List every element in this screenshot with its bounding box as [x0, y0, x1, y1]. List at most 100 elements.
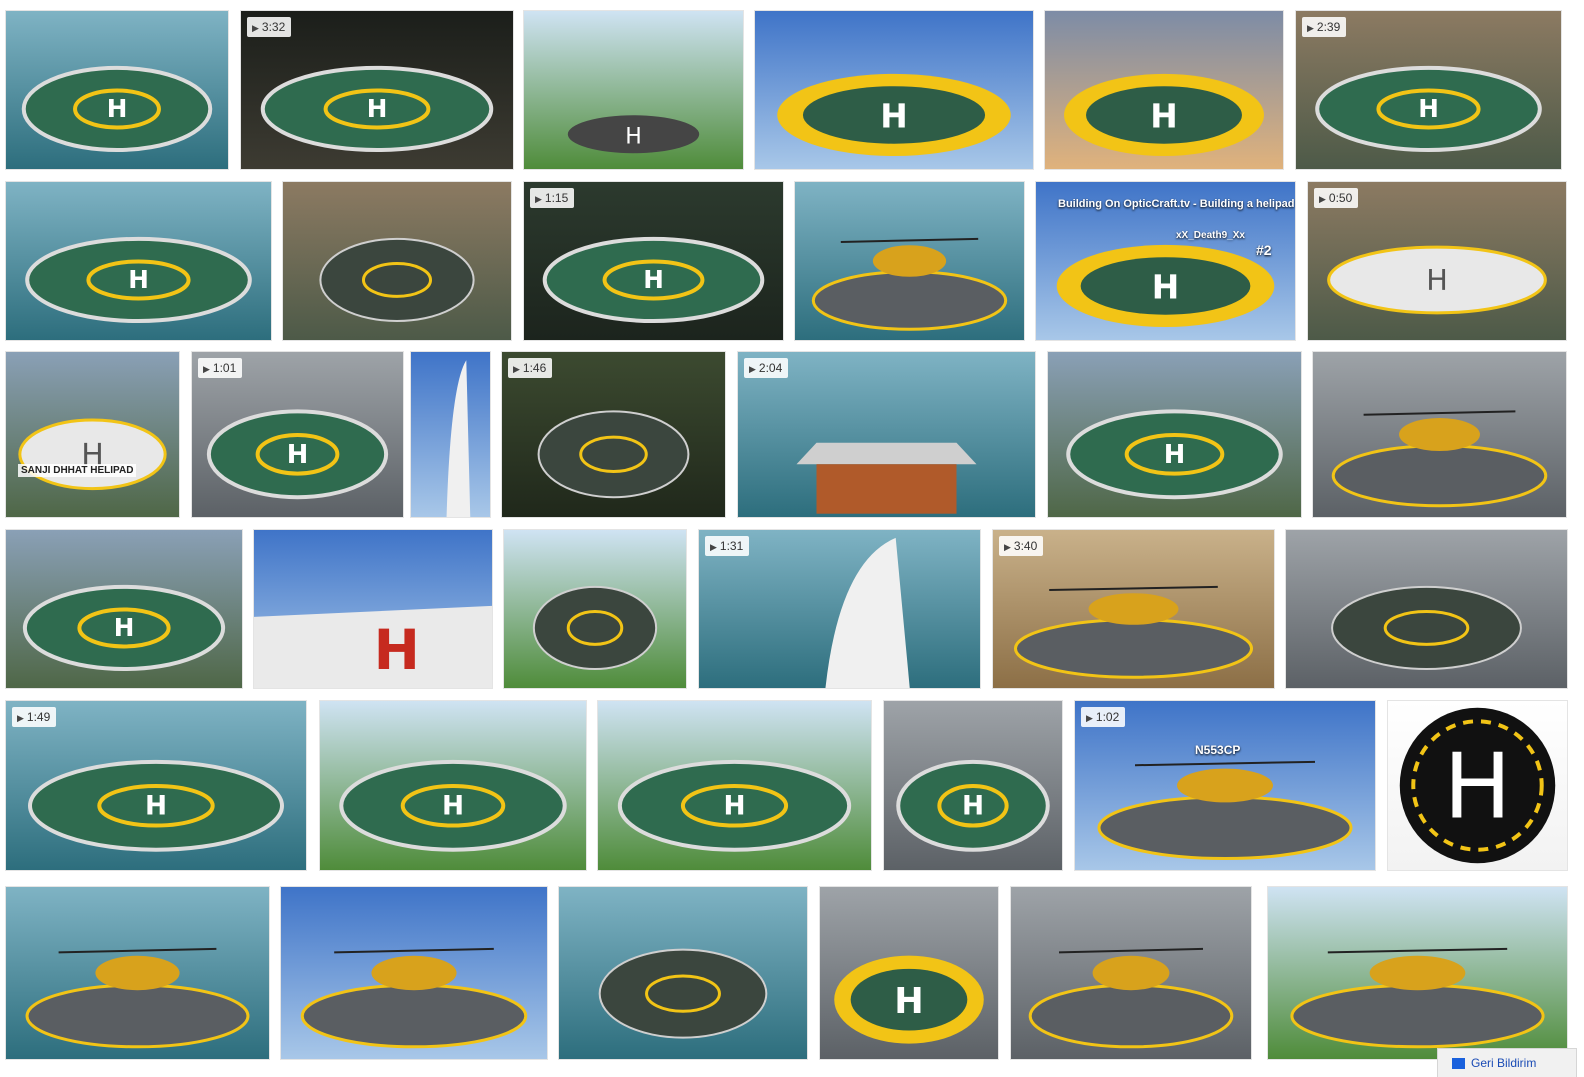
image-thumbnail: H: [6, 352, 179, 517]
svg-text:H: H: [114, 613, 135, 642]
image-result-tile[interactable]: H: [884, 701, 1062, 870]
image-result-tile[interactable]: [1268, 887, 1567, 1059]
image-thumbnail: H: [6, 701, 306, 870]
image-thumbnail: H: [598, 701, 871, 870]
image-result-tile[interactable]: ▶ 2:04: [738, 352, 1035, 517]
image-result-tile[interactable]: ▶ 3:40: [993, 530, 1274, 688]
image-result-tile[interactable]: ▶ 1:46: [502, 352, 725, 517]
video-duration-badge: ▶ 0:50: [1314, 188, 1359, 208]
image-result-tile[interactable]: H: [755, 11, 1033, 169]
svg-text:H: H: [723, 792, 745, 822]
image-result-tile[interactable]: H: [320, 701, 586, 870]
image-result-tile[interactable]: H ▶ 1:01: [192, 352, 403, 517]
play-icon: ▶: [710, 542, 717, 552]
play-icon: ▶: [1307, 23, 1314, 33]
image-result-tile[interactable]: ▶ 1:02 N553CP: [1075, 701, 1375, 870]
play-icon: ▶: [17, 713, 24, 723]
image-result-tile[interactable]: H: [6, 530, 242, 688]
image-thumbnail: H: [524, 11, 743, 169]
video-duration-badge: ▶ 2:04: [744, 358, 789, 378]
image-result-tile[interactable]: H ▶ 2:39: [1296, 11, 1561, 169]
video-duration-badge: ▶ 1:49: [12, 707, 57, 727]
image-thumbnail: H: [1045, 11, 1283, 169]
duration-text: 1:15: [544, 191, 569, 205]
image-thumbnail: [795, 182, 1024, 340]
image-thumbnail: H: [1048, 352, 1301, 517]
duration-text: 3:32: [261, 20, 286, 34]
image-thumbnail: H: [884, 701, 1062, 870]
image-result-tile[interactable]: H: [6, 11, 228, 169]
image-thumbnail: H: [241, 11, 513, 169]
image-result-tile[interactable]: H ▶ 1:15: [524, 182, 783, 340]
svg-text:H: H: [367, 94, 388, 123]
duration-text: 1:31: [719, 539, 744, 553]
video-duration-badge: ▶ 3:32: [247, 17, 292, 37]
image-result-tile[interactable]: H: [254, 530, 492, 688]
image-thumbnail: [281, 887, 547, 1059]
helicopter-tail-number: N553CP: [1195, 743, 1241, 757]
image-result-tile[interactable]: [283, 182, 511, 340]
image-result-tile[interactable]: H: [1388, 701, 1567, 870]
image-thumbnail: [559, 887, 807, 1059]
svg-text:H: H: [145, 792, 167, 822]
image-result-tile[interactable]: [6, 887, 269, 1059]
image-result-tile[interactable]: [795, 182, 1024, 340]
image-thumbnail: [993, 530, 1274, 688]
svg-text:H: H: [287, 440, 309, 470]
svg-text:H: H: [962, 792, 984, 822]
feedback-button[interactable]: Geri Bildirim: [1437, 1048, 1577, 1077]
image-thumbnail: H: [820, 887, 998, 1059]
duration-text: 0:50: [1328, 191, 1353, 205]
video-duration-badge: ▶ 1:01: [198, 358, 243, 378]
image-result-tile[interactable]: H Building On OpticCraft.tv - Building a …: [1036, 182, 1295, 340]
image-thumbnail: H: [1036, 182, 1295, 340]
image-thumbnail: H: [6, 182, 271, 340]
image-result-tile[interactable]: H: [598, 701, 871, 870]
video-duration-badge: ▶ 1:46: [508, 358, 553, 378]
svg-text:H: H: [1152, 267, 1180, 306]
svg-text:H: H: [1164, 440, 1186, 470]
svg-text:H: H: [1150, 96, 1178, 135]
video-overlay-number: #2: [1256, 242, 1272, 258]
video-duration-badge: ▶ 2:39: [1302, 17, 1347, 37]
image-result-tile[interactable]: [281, 887, 547, 1059]
image-thumbnail: H: [1388, 701, 1567, 870]
image-result-tile[interactable]: H ▶ 3:32: [241, 11, 513, 169]
duration-text: 2:39: [1316, 20, 1341, 34]
image-result-tile[interactable]: [1313, 352, 1566, 517]
image-thumbnail: H: [755, 11, 1033, 169]
image-result-tile[interactable]: [411, 352, 490, 517]
play-icon: ▶: [1004, 542, 1011, 552]
image-result-tile[interactable]: H: [6, 182, 271, 340]
image-thumbnail: [1286, 530, 1567, 688]
play-icon: ▶: [535, 194, 542, 204]
image-result-tile[interactable]: [1286, 530, 1567, 688]
image-thumbnail: [1011, 887, 1251, 1059]
video-overlay-author: xX_Death9_Xx: [1176, 230, 1245, 241]
image-result-tile[interactable]: H: [1045, 11, 1283, 169]
image-thumbnail: [502, 352, 725, 517]
image-result-tile[interactable]: ▶ 1:31: [699, 530, 980, 688]
image-thumbnail: H: [1296, 11, 1561, 169]
image-result-tile[interactable]: H SANJI DHHAT HELIPAD: [6, 352, 179, 517]
image-result-tile[interactable]: H ▶ 1:49: [6, 701, 306, 870]
svg-text:H: H: [1426, 263, 1448, 297]
svg-text:H: H: [442, 792, 464, 822]
image-thumbnail: [1268, 887, 1567, 1059]
image-result-tile[interactable]: H: [1048, 352, 1301, 517]
duration-text: 1:01: [212, 361, 237, 375]
image-thumbnail: [699, 530, 980, 688]
image-result-tile[interactable]: H ▶ 0:50: [1308, 182, 1566, 340]
video-duration-badge: ▶ 1:31: [705, 536, 750, 556]
svg-text:H: H: [880, 96, 908, 135]
video-overlay-title: Building On OpticCraft.tv - Building a h…: [1058, 198, 1295, 210]
svg-text:H: H: [625, 125, 642, 150]
image-result-tile[interactable]: [504, 530, 686, 688]
image-thumbnail: [6, 887, 269, 1059]
image-result-tile[interactable]: [559, 887, 807, 1059]
image-result-tile[interactable]: H: [524, 11, 743, 169]
image-result-tile[interactable]: H: [820, 887, 998, 1059]
image-result-tile[interactable]: [1011, 887, 1251, 1059]
svg-text:H: H: [107, 94, 128, 123]
video-duration-badge: ▶ 3:40: [999, 536, 1044, 556]
